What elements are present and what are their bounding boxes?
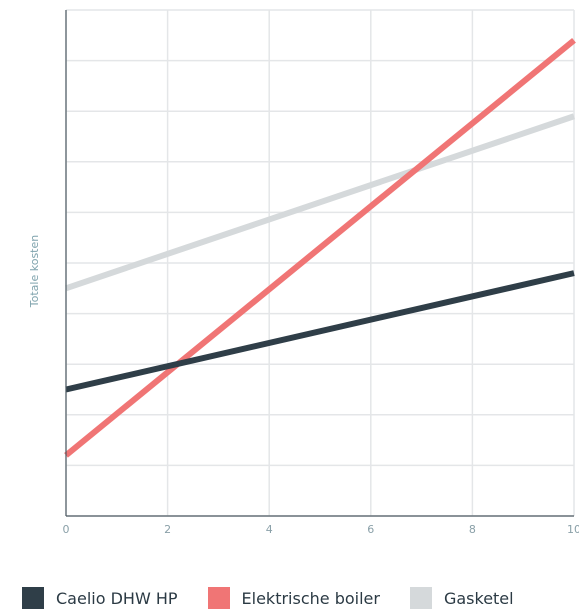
legend-swatch-gasketel <box>409 587 432 609</box>
legend-swatch-elektrische <box>207 587 230 609</box>
x-tick-label: 6 <box>367 523 374 536</box>
x-tick-label: 8 <box>469 523 476 536</box>
line-chart: 0 2 4 6 8 10 Totale kosten <box>28 9 579 536</box>
series-line-caelio-dhw-hp <box>65 270 575 393</box>
legend-label-gasketel: Gasketel <box>443 588 514 608</box>
x-tick-label: 0 <box>63 523 70 536</box>
series-lines <box>64 38 576 458</box>
legend-swatch-caelio <box>22 587 44 609</box>
x-tick-label: 2 <box>164 523 171 536</box>
series-line-gasketel <box>65 113 575 292</box>
y-axis-label: Totale kosten <box>28 235 41 308</box>
legend: Caelio DHW HP Elektrische boiler Gaskete… <box>22 586 514 610</box>
x-tick-labels: 0 2 4 6 8 10 <box>63 523 579 536</box>
axes <box>65 10 574 517</box>
legend-label-elektrische: Elektrische boiler <box>241 588 380 608</box>
x-tick-label: 10 <box>567 523 579 536</box>
legend-item-gasketel: Gasketel <box>409 587 514 609</box>
x-tick-label: 4 <box>266 523 273 536</box>
legend-item-elektrische: Elektrische boiler <box>207 587 380 609</box>
legend-label-caelio: Caelio DHW HP <box>56 588 178 608</box>
series-line-elektrische-boiler <box>64 38 576 458</box>
legend-item-caelio: Caelio DHW HP <box>22 587 178 609</box>
grid <box>65 9 575 517</box>
